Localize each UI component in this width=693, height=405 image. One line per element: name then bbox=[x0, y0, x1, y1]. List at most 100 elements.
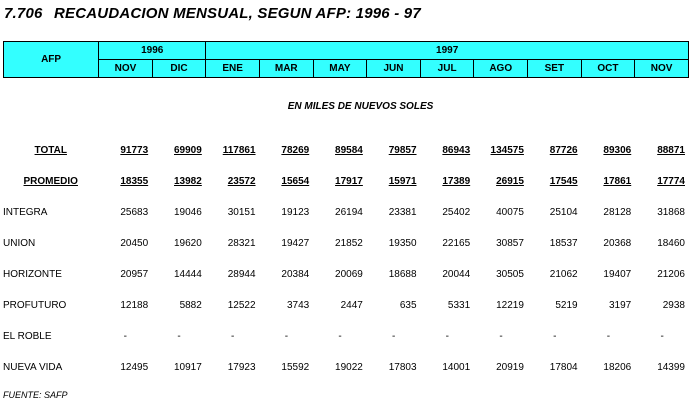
table-cell: 17804 bbox=[549, 362, 578, 373]
table-cell: 19022 bbox=[335, 362, 363, 373]
table-number: 7.706 bbox=[4, 5, 43, 22]
table-cell: 12219 bbox=[496, 300, 524, 311]
table-cell: 17545 bbox=[549, 176, 578, 187]
month-header: MAR bbox=[258, 59, 314, 78]
year-header-1997: 1997 bbox=[205, 41, 689, 60]
table-cell: 17774 bbox=[657, 176, 685, 187]
table-cell: 28128 bbox=[603, 207, 632, 218]
month-header: AGO bbox=[473, 59, 529, 78]
row-label: TOTAL bbox=[34, 145, 67, 156]
table-cell: - bbox=[445, 331, 450, 342]
table-cell: - bbox=[284, 331, 289, 342]
table-cell: 23572 bbox=[227, 176, 256, 187]
table-cell: 20368 bbox=[603, 238, 632, 249]
table-cell: 18460 bbox=[657, 238, 685, 249]
table-cell: 25104 bbox=[549, 207, 578, 218]
table-cell: 14444 bbox=[174, 269, 202, 280]
table-cell: 20044 bbox=[442, 269, 471, 280]
table-cell: 117861 bbox=[222, 145, 256, 156]
month-header: NOV bbox=[98, 59, 153, 78]
table-cell: 18688 bbox=[388, 269, 417, 280]
table-cell: 17923 bbox=[227, 362, 256, 373]
month-header: ENE bbox=[205, 59, 260, 78]
table-cell: 5882 bbox=[179, 300, 202, 311]
table-cell: 31868 bbox=[657, 207, 685, 218]
table-row: INTEGRA 25683 19046 30151 19123 26194 23381 254… bbox=[3, 197, 689, 228]
table-cell: 635 bbox=[399, 300, 417, 311]
table-cell: 3197 bbox=[608, 300, 632, 311]
row-label: INTEGRA bbox=[3, 207, 48, 218]
month-header: JUL bbox=[419, 59, 475, 78]
table-title: RECAUDACION MENSUAL, SEGUN AFP: 1996 - 9… bbox=[54, 5, 421, 22]
table-cell: 87726 bbox=[549, 145, 578, 156]
table-row: PROFUTURO 12188 5882 12522 3743 2447 635 5331 12… bbox=[3, 290, 689, 321]
table-cell: 12188 bbox=[120, 300, 149, 311]
table-cell: 28944 bbox=[227, 269, 256, 280]
table-cell: 28321 bbox=[227, 238, 256, 249]
table-cell: 21062 bbox=[549, 269, 578, 280]
table-cell: 22165 bbox=[442, 238, 471, 249]
month-header: SET bbox=[527, 59, 582, 78]
table-cell: 30857 bbox=[496, 238, 524, 249]
month-header: OCT bbox=[580, 59, 636, 78]
table-cell: 30505 bbox=[496, 269, 524, 280]
table-cell: 21852 bbox=[335, 238, 363, 249]
table-row: UNION 20450 19620 28321 19427 21852 19350 22165… bbox=[3, 228, 689, 259]
month-header-row: NOV DIC ENE MAR MAY JUN JUL AGO SET OCT NOV bbox=[4, 59, 689, 78]
table-cell: - bbox=[338, 331, 342, 342]
table-cell: 14399 bbox=[657, 362, 685, 373]
table-cell: 86943 bbox=[442, 145, 471, 156]
table-cell: 18537 bbox=[549, 238, 578, 249]
row-label: UNION bbox=[3, 238, 36, 249]
table-cell: 134575 bbox=[490, 145, 524, 156]
table-cell: 20450 bbox=[120, 238, 149, 249]
year-header-1996: 1996 bbox=[98, 41, 207, 60]
table-cell: 3743 bbox=[286, 300, 310, 311]
table-row: NUEVA VIDA 12495 10917 17923 15592 19022 17803… bbox=[3, 352, 689, 383]
table-cell: 17917 bbox=[335, 176, 363, 187]
table-cell: 89306 bbox=[603, 145, 632, 156]
table-cell: 23381 bbox=[388, 207, 417, 218]
month-header: MAY bbox=[312, 59, 368, 78]
table-cell: 18355 bbox=[120, 176, 149, 187]
table-cell: 89584 bbox=[335, 145, 363, 156]
table-cell: 17803 bbox=[388, 362, 417, 373]
table-cell: 14001 bbox=[442, 362, 471, 373]
table-cell: 26194 bbox=[335, 207, 363, 218]
table-cell: 18206 bbox=[603, 362, 632, 373]
table-cell: 2447 bbox=[340, 300, 363, 311]
table-cell: 12495 bbox=[120, 362, 149, 373]
unit-note: EN MILES DE NUEVOS SOLES bbox=[287, 101, 434, 112]
table-cell: 5219 bbox=[555, 300, 578, 311]
table-cell: - bbox=[231, 331, 235, 342]
table-cell: 15654 bbox=[281, 176, 310, 187]
table-cell: 10917 bbox=[174, 362, 202, 373]
row-label: HORIZONTE bbox=[3, 269, 62, 280]
table-cell: 79857 bbox=[388, 145, 417, 156]
table-cell: 20957 bbox=[120, 269, 149, 280]
afp-column-header: AFP bbox=[2, 41, 100, 78]
month-header: NOV bbox=[634, 59, 689, 78]
table-row: HORIZONTE 20957 14444 28944 20384 20069 18688 2… bbox=[3, 259, 689, 290]
row-label: EL ROBLE bbox=[3, 331, 52, 342]
table-cell: 20384 bbox=[281, 269, 310, 280]
table-cell: - bbox=[499, 331, 503, 342]
table-cell: 20069 bbox=[335, 269, 363, 280]
table-cell: 30151 bbox=[227, 207, 256, 218]
table-cell: 20919 bbox=[496, 362, 524, 373]
table-cell: - bbox=[392, 331, 396, 342]
table-cell: 78269 bbox=[281, 145, 310, 156]
month-header: DIC bbox=[151, 59, 207, 78]
table-cell: 19427 bbox=[281, 238, 310, 249]
page-title: 7.706 RECAUDACION MENSUAL, SEGUN AFP: 199… bbox=[4, 5, 421, 22]
table-row: PROMEDIO 18355 13982 23572 15654 17917 15971 17… bbox=[3, 166, 689, 197]
data-table: TOTAL 91773 69909 117861 78269 89584 79857 8694… bbox=[3, 135, 689, 383]
table-cell: 91773 bbox=[120, 145, 149, 156]
row-label: PROFUTURO bbox=[3, 300, 67, 311]
table-cell: 15971 bbox=[388, 176, 417, 187]
table-cell: 17861 bbox=[603, 176, 632, 187]
table-cell: 25683 bbox=[120, 207, 149, 218]
table-cell: - bbox=[553, 331, 557, 342]
table-cell: 19407 bbox=[603, 269, 632, 280]
table-cell: - bbox=[123, 331, 127, 342]
